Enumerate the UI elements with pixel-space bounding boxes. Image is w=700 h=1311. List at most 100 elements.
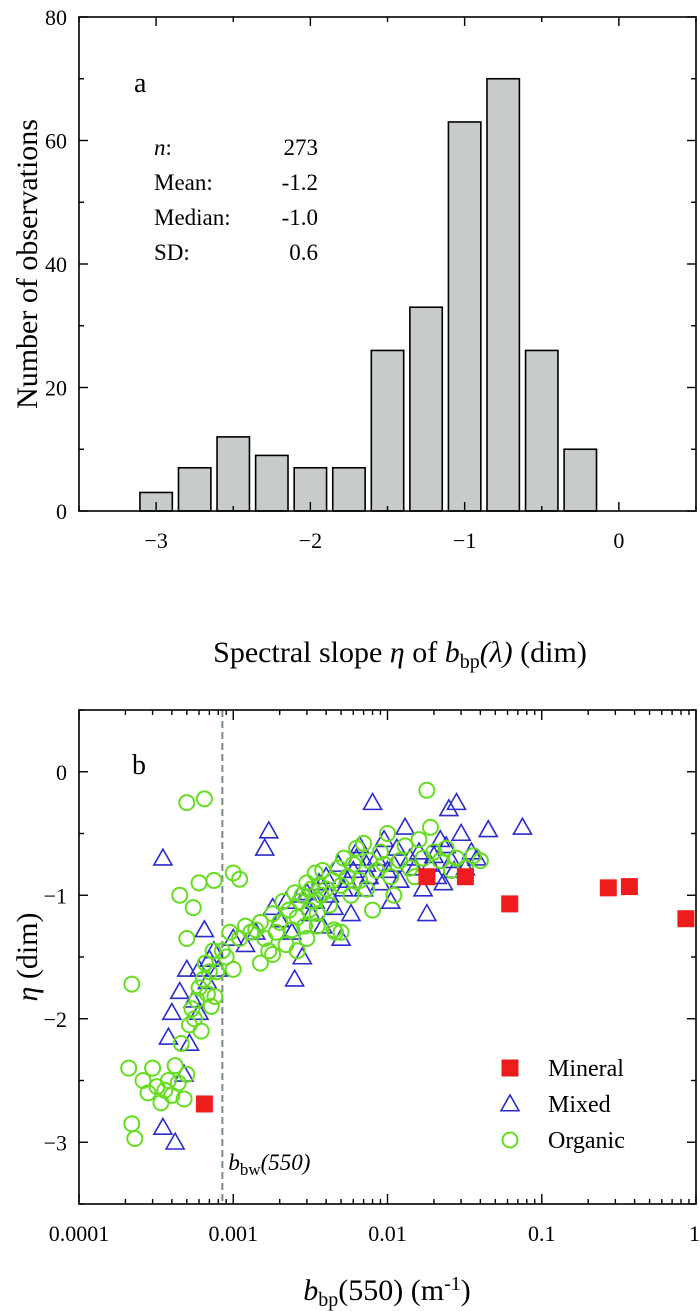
- organic-point: [364, 901, 382, 919]
- histogram-bars: [139, 77, 598, 512]
- stat-label: SD:: [154, 240, 190, 265]
- organic-point: [326, 923, 344, 941]
- organic-point: [314, 862, 332, 880]
- organic-point: [120, 1059, 138, 1077]
- organic-point: [421, 818, 439, 836]
- organic-point: [410, 831, 428, 849]
- organic-point: [195, 790, 213, 808]
- organic-point: [175, 1090, 193, 1108]
- organic-point: [126, 1130, 144, 1148]
- legend: Mineral Mixed Organic: [499, 1056, 625, 1154]
- panel-b-label: b: [132, 750, 146, 781]
- histogram-bar: [447, 121, 482, 512]
- histogram-bar: [563, 448, 598, 512]
- mixed-point: [158, 1026, 179, 1045]
- mixed-point: [394, 816, 416, 835]
- mixed-point: [169, 980, 191, 1000]
- y-tick-label: 20: [45, 376, 67, 401]
- statistics-box: n: 273 Mean: -1.2 Median: -1.0 SD: 0.6: [154, 135, 318, 265]
- y-tick-label: 0: [56, 760, 67, 785]
- organic-point: [192, 1022, 210, 1040]
- histogram-bar: [370, 349, 405, 512]
- organic-point: [251, 913, 269, 931]
- mixed-point: [412, 878, 434, 897]
- mixed-point: [389, 869, 411, 888]
- organic-point: [171, 886, 189, 904]
- stat-value: -1.2: [282, 170, 318, 195]
- stat-value: 0.6: [289, 240, 318, 265]
- organic-point: [251, 954, 269, 972]
- mixed-point: [362, 792, 383, 811]
- organic-point: [123, 975, 141, 993]
- legend-mineral-label: Mineral: [548, 1056, 624, 1082]
- x-tick-label: 1: [689, 1221, 700, 1246]
- organic-point: [300, 901, 318, 919]
- mixed-point: [284, 968, 306, 987]
- stat-label: n:: [154, 135, 172, 160]
- organic-point: [200, 963, 218, 981]
- mixed-point: [386, 837, 408, 856]
- organic-point: [396, 837, 414, 855]
- organic-point: [217, 948, 235, 966]
- mineral-point: [195, 1095, 213, 1113]
- stat-label: Mean:: [154, 170, 213, 195]
- x-tick-label: 0: [613, 528, 624, 553]
- organic-point: [320, 896, 338, 914]
- panel-a-x-axis-label: Spectral slope η of bbp(λ) (dim): [213, 636, 587, 673]
- organic-point: [139, 1084, 157, 1102]
- organic-point: [178, 794, 196, 812]
- mixed-point: [152, 847, 174, 866]
- x-tick-label: −1: [453, 528, 476, 553]
- mixed-point: [512, 816, 533, 835]
- mixed-point: [340, 903, 362, 922]
- organic-point: [260, 942, 278, 960]
- y-tick-label: 40: [45, 252, 67, 277]
- organic-point: [196, 954, 214, 972]
- mixed-point: [164, 1131, 186, 1150]
- mixed-point: [258, 820, 280, 839]
- mineral-point: [456, 868, 474, 886]
- histogram-bar: [216, 436, 251, 512]
- organic-point: [198, 985, 216, 1003]
- organic-point: [267, 923, 285, 941]
- mineral-point: [677, 910, 695, 928]
- histogram-panel: −3 −2 −1 0 0 20 40 60 80 a n: 273 Mean: -1.2 Median:…: [11, 5, 697, 673]
- organic-point: [159, 1072, 177, 1089]
- organic-point: [379, 825, 396, 842]
- histogram-bar: [409, 306, 444, 512]
- mixed-point: [432, 872, 454, 891]
- scatter-panel: 0.0001 0.001 0.01 0.1 1 −3 −2 −1 0 b bbw(550) Mi…: [11, 709, 700, 1311]
- organic-point: [274, 892, 292, 910]
- mixed-point: [222, 927, 244, 947]
- organic-point: [271, 913, 289, 931]
- organic-point: [308, 905, 326, 923]
- organic-point: [357, 880, 375, 898]
- organic-point: [298, 929, 316, 947]
- organic-point: [190, 874, 208, 892]
- mixed-point: [438, 798, 460, 817]
- histogram-bar: [254, 454, 289, 512]
- mixed-point: [235, 934, 256, 953]
- panel-b-y-axis-label: η (dim): [11, 912, 44, 1001]
- legend-mineral-marker: [501, 1059, 519, 1077]
- x-tick-label: 0.0001: [49, 1221, 110, 1246]
- bbw-reference-label: bbw(550): [228, 1150, 310, 1179]
- organic-point: [286, 884, 304, 902]
- x-tick-label: −3: [144, 528, 167, 553]
- organic-point: [208, 963, 226, 981]
- mixed-point: [435, 835, 457, 854]
- panel-b-ticks: 0.0001 0.001 0.01 0.1 1 −3 −2 −1 0: [44, 709, 700, 1246]
- stat-value: 273: [284, 135, 319, 160]
- histogram-bar: [177, 466, 212, 512]
- organic-point: [123, 1115, 141, 1133]
- mixed-point: [319, 884, 340, 903]
- organic-point: [447, 849, 465, 867]
- legend-organic-marker: [501, 1131, 519, 1149]
- panel-a-label: a: [134, 68, 147, 99]
- mixed-point: [383, 853, 405, 872]
- y-tick-label: 80: [45, 5, 67, 30]
- organic-point: [288, 942, 306, 960]
- organic-point: [332, 923, 350, 941]
- organic-point: [401, 859, 419, 877]
